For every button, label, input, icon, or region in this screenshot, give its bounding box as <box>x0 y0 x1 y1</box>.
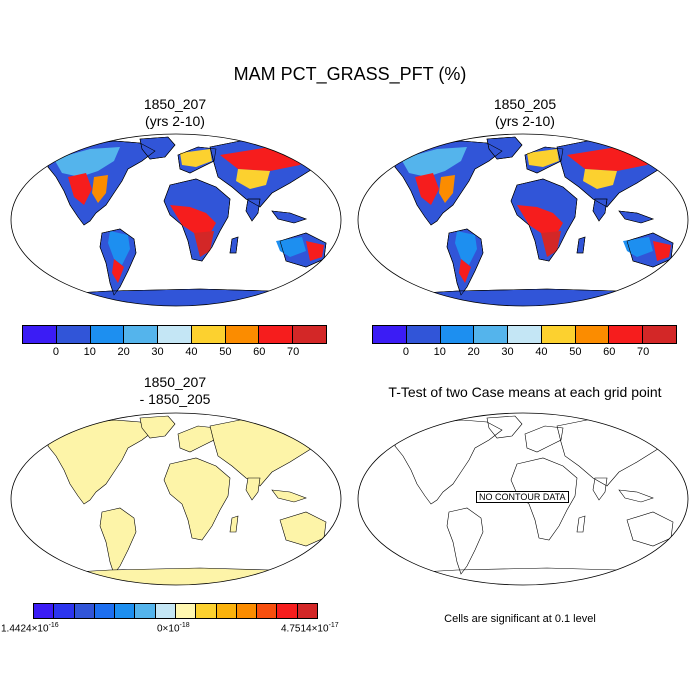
panel-title-top-left: 1850_207 (yrs 2-10) <box>75 96 275 130</box>
colorbar-top-left-ticks: 0 10 20 30 40 50 60 70 <box>22 346 327 360</box>
colorbar-swatch <box>575 326 610 343</box>
panel-title-bottom-left: 1850_207 - 1850_205 <box>75 374 275 408</box>
no-contour-data-label: NO CONTOUR DATA <box>476 491 569 503</box>
colorbar-swatch <box>155 604 176 618</box>
colorbar-top-right-ticks: 0 10 20 30 40 50 60 70 <box>372 346 677 360</box>
panel-title-line1: 1850_207 <box>143 374 207 390</box>
colorbar-swatch <box>54 604 75 618</box>
colorbar-tick-label: 70 <box>636 346 650 358</box>
colorbar-swatch <box>541 326 576 343</box>
colorbar-swatch <box>23 326 57 343</box>
colorbar-swatch <box>236 604 258 618</box>
colorbar-swatch <box>508 326 542 343</box>
colorbar-bottom-left <box>33 603 318 619</box>
colorbar-label-right: 4.7514×10-17 <box>281 622 339 635</box>
colorbar-swatch <box>135 604 156 618</box>
colorbar-label-left: 1.4424×10-16 <box>1 622 59 635</box>
colorbar-swatch <box>474 326 509 343</box>
panel-title-top-right: 1850_205 (yrs 2-10) <box>425 96 625 130</box>
panel-title-line2: - 1850_205 <box>139 391 211 407</box>
colorbar-swatch <box>90 326 125 343</box>
panel-title-bottom-right: T-Test of two Case means at each grid po… <box>388 384 662 400</box>
colorbar-tick-label: 0 <box>402 346 409 358</box>
colorbar-swatch <box>175 604 197 618</box>
colorbar-swatch <box>94 604 116 618</box>
colorbar-swatch <box>373 326 407 343</box>
colorbar-top-left <box>22 325 327 344</box>
figure-title: MAM PCT_GRASS_PFT (%) <box>233 64 467 84</box>
panel-title-line2: (yrs 2-10) <box>145 113 205 129</box>
map-top-right <box>357 133 689 307</box>
colorbar-tick-label: 50 <box>219 346 232 358</box>
colorbar-swatch <box>74 604 95 618</box>
map-bottom-left <box>10 412 342 586</box>
colorbar-swatch <box>440 326 475 343</box>
colorbar-swatch <box>257 604 278 618</box>
colorbar-top-right <box>372 325 677 344</box>
panel-title-line1: 1850_205 <box>493 96 557 112</box>
colorbar-swatch <box>277 604 298 618</box>
colorbar-swatch <box>609 326 644 343</box>
colorbar-tick-label: 70 <box>286 346 300 358</box>
colorbar-swatch <box>158 326 192 343</box>
colorbar-tick-label: 60 <box>253 346 266 358</box>
colorbar-tick-label: 10 <box>433 346 446 358</box>
colorbar-swatch <box>191 326 226 343</box>
colorbar-swatch <box>225 326 260 343</box>
colorbar-tick-label: 30 <box>151 346 164 358</box>
colorbar-tick-label: 60 <box>603 346 616 358</box>
colorbar-swatch <box>196 604 217 618</box>
colorbar-swatch <box>124 326 159 343</box>
colorbar-tick-label: 40 <box>535 346 548 358</box>
colorbar-tick-label: 30 <box>501 346 514 358</box>
colorbar-swatch <box>259 326 294 343</box>
colorbar-tick-label: 10 <box>83 346 96 358</box>
colorbar-label-mid: 0×10-18 <box>157 622 190 635</box>
significance-note: Cells are significant at 0.1 level <box>444 613 596 625</box>
panel-title-line2: (yrs 2-10) <box>495 113 555 129</box>
colorbar-tick-label: 0 <box>52 346 59 358</box>
colorbar-swatch <box>297 604 317 618</box>
colorbar-swatch <box>216 604 237 618</box>
colorbar-swatch <box>293 326 327 343</box>
panel-title-line1: 1850_207 <box>143 96 207 112</box>
colorbar-swatch <box>406 326 441 343</box>
colorbar-swatch <box>115 604 136 618</box>
colorbar-swatch <box>34 604 55 618</box>
colorbar-swatch <box>643 326 677 343</box>
colorbar-tick-label: 20 <box>467 346 480 358</box>
colorbar-tick-label: 50 <box>569 346 582 358</box>
colorbar-tick-label: 40 <box>185 346 198 358</box>
colorbar-swatch <box>56 326 91 343</box>
colorbar-tick-label: 20 <box>117 346 130 358</box>
map-top-left <box>10 133 342 307</box>
